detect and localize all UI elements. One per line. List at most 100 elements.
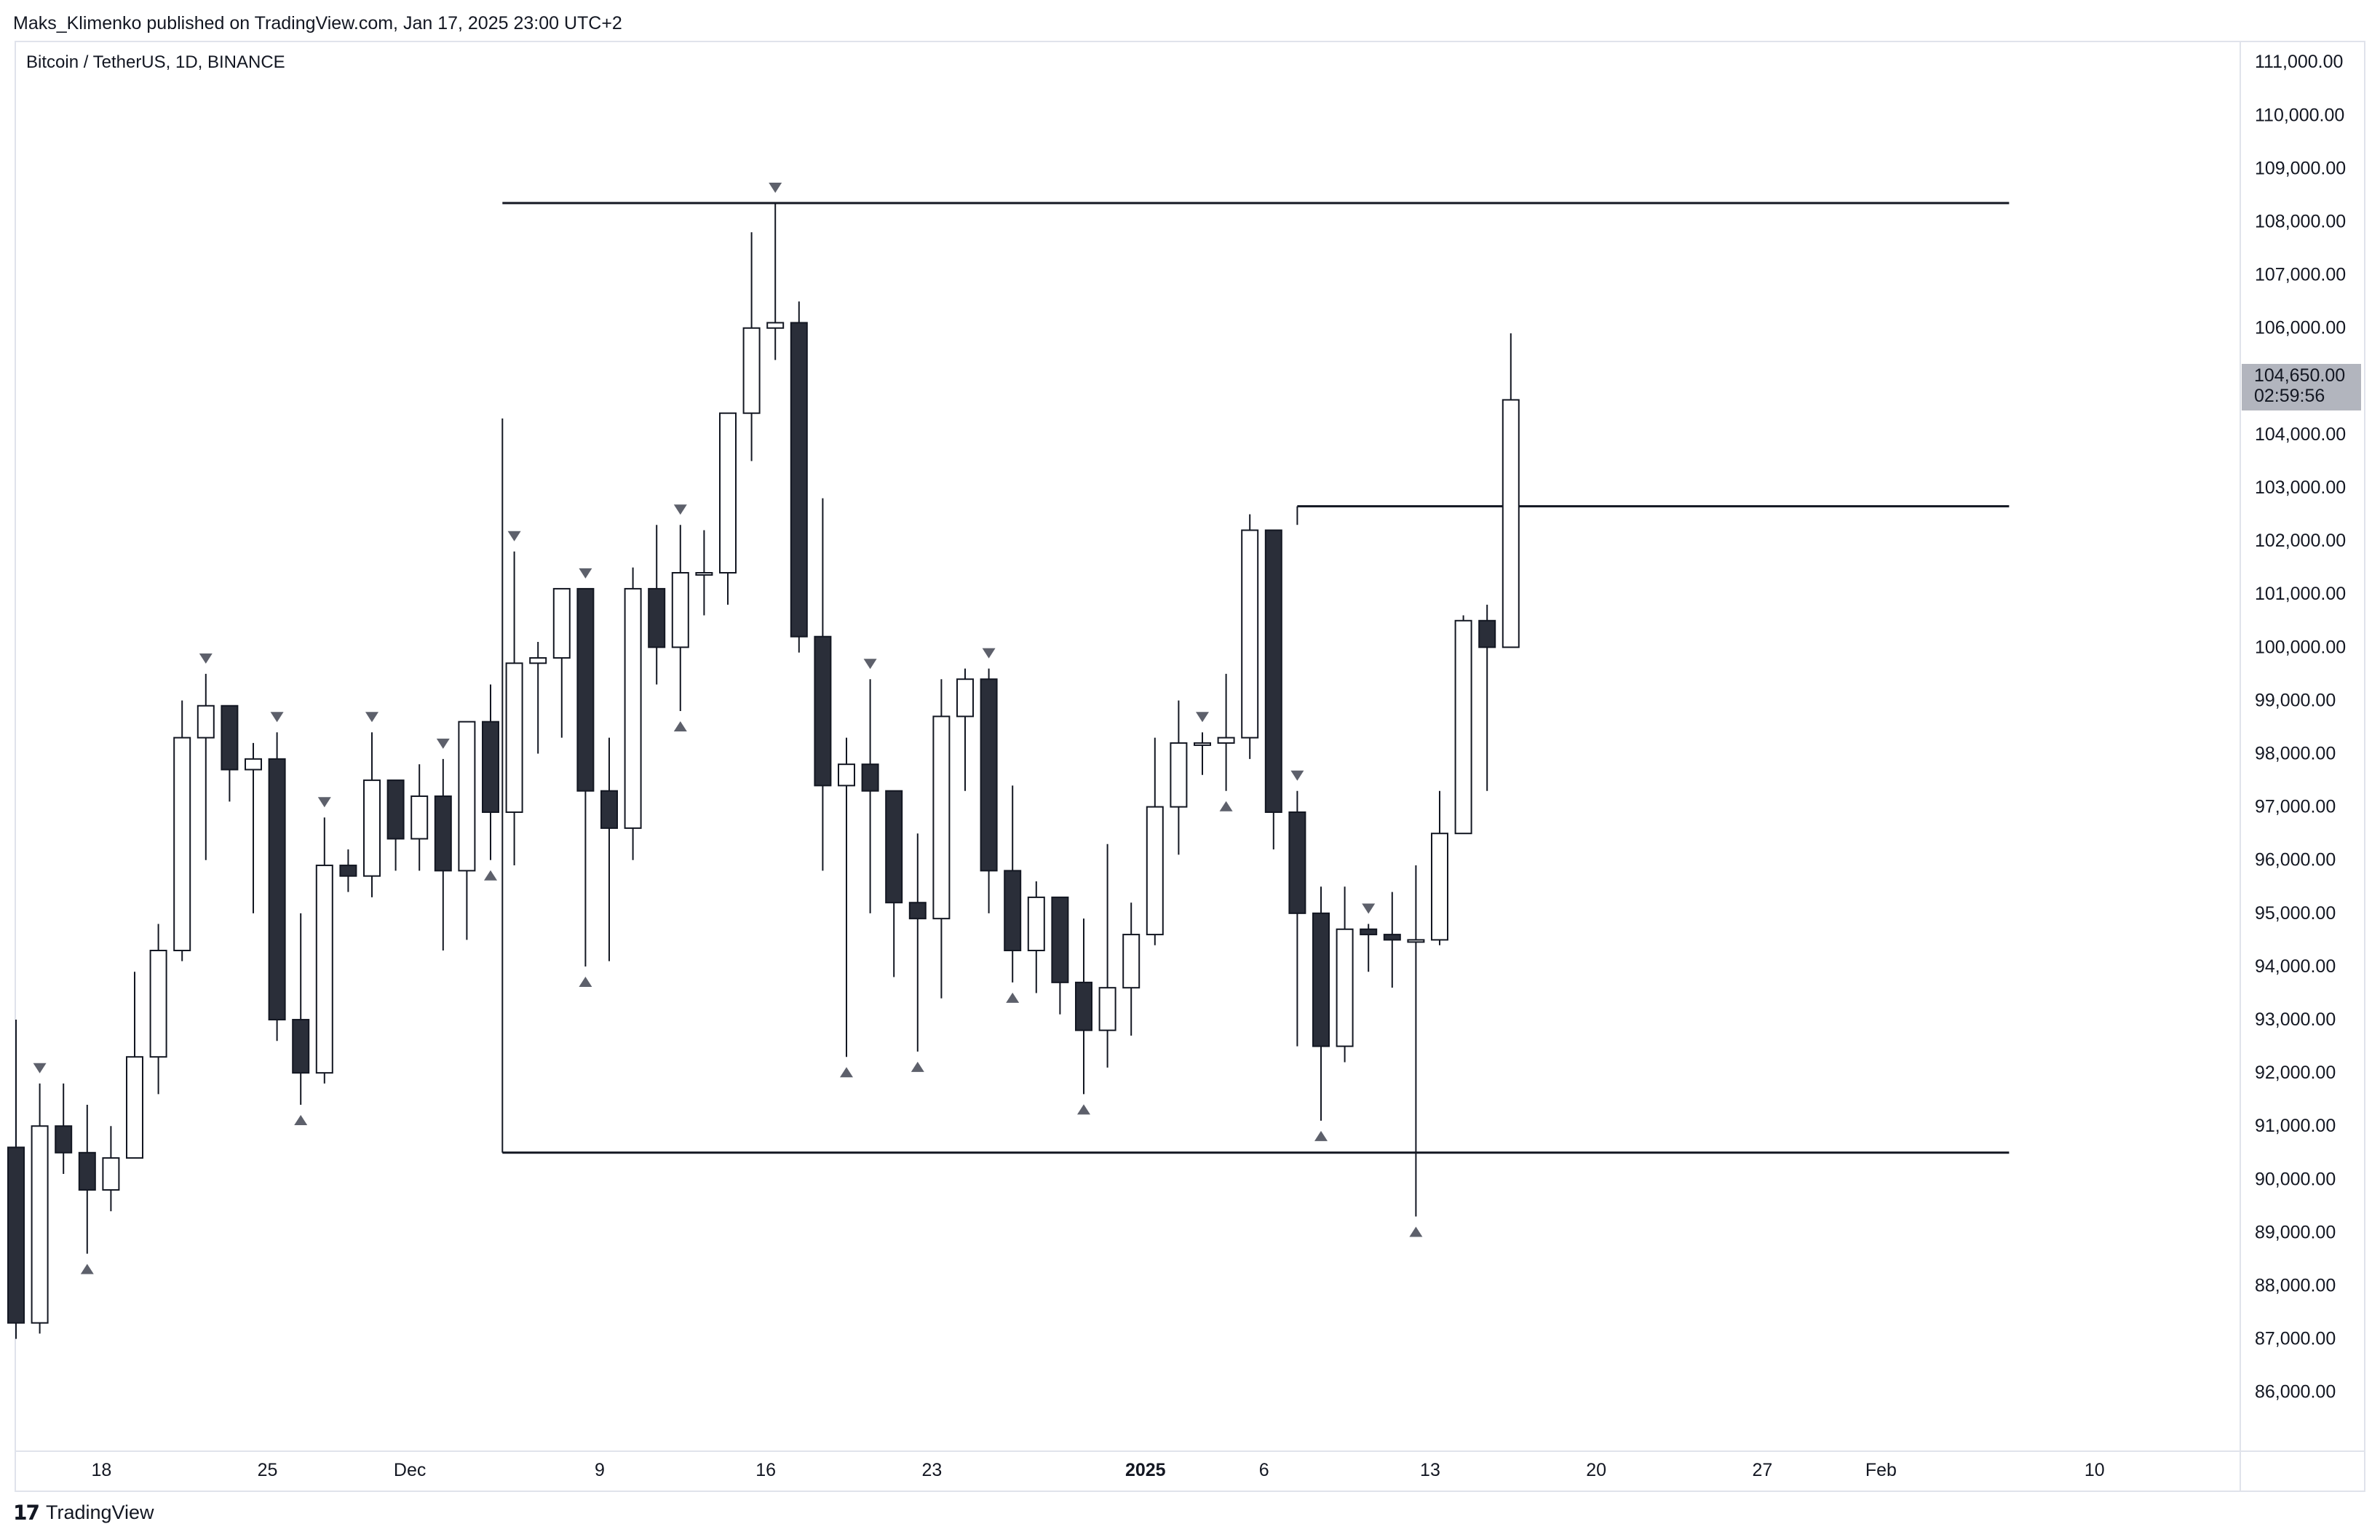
candle-body [102,1157,120,1191]
candle [742,232,761,461]
time-tick-label: 9 [595,1460,605,1480]
candle-body [885,790,903,904]
candle-body [1502,399,1520,648]
candle [1431,790,1448,945]
candle-body [1217,737,1235,744]
candle-body [1264,529,1282,813]
candle-body [1454,619,1472,835]
price-tick-label: 86,000.00 [2255,1382,2336,1402]
price-tick-label: 98,000.00 [2255,744,2336,764]
candle [790,301,808,653]
candle [624,567,642,860]
candle [102,1126,120,1212]
candle [363,732,381,897]
price-tick-label: 90,000.00 [2255,1169,2336,1189]
candle-body [1407,939,1425,943]
time-tick-label: 10 [2085,1460,2105,1480]
candle-body [458,721,476,872]
last-price-label [2242,364,2361,410]
candle-body [671,572,689,648]
candle [197,673,215,860]
tradingview-brand[interactable]: 𝟭𝟳 TradingView [13,1501,154,1525]
candle [339,849,357,892]
candle-body [861,763,879,792]
candle-body [1027,896,1045,952]
candle-body [1431,833,1448,941]
price-tick-label: 97,000.00 [2255,797,2336,817]
price-tick-label: 89,000.00 [2255,1222,2336,1242]
candle-body [197,704,215,739]
candle [1336,886,1354,1063]
level-lines [501,202,2010,1154]
candle-body [1288,811,1306,914]
candle [600,737,618,961]
candle [932,679,951,999]
candle [529,642,547,754]
price-tick-label: 102,000.00 [2255,531,2346,551]
candle-body [1383,934,1401,941]
price-tick-label: 107,000.00 [2255,265,2346,285]
candle [221,704,239,802]
candle [1051,896,1069,1015]
candle-body [339,865,357,877]
price-tick-label: 87,000.00 [2255,1329,2336,1349]
pivot-high-marker [199,653,213,664]
candle [1075,918,1092,1095]
candle [31,1083,49,1334]
candle-body [55,1125,73,1154]
pivot-high-marker [579,568,592,579]
pivot-low-marker [673,721,687,732]
candle [1004,785,1022,983]
candle-body [1312,912,1330,1047]
pivot-high-marker [673,504,687,515]
price-tick-label: 101,000.00 [2255,584,2346,604]
pivot-low-marker [1219,801,1233,811]
candle [1478,604,1496,791]
candle-body [648,587,666,648]
price-tick-label: 108,000.00 [2255,212,2346,232]
candles [7,202,1520,1339]
candle [1098,844,1116,1068]
time-tick-label: Feb [1865,1460,1897,1480]
candle [78,1105,96,1254]
pivot-high-marker [1196,712,1209,723]
candle-body [173,737,191,952]
bar-countdown: 02:59:56 [2254,386,2325,406]
candle [292,913,310,1105]
candle [1170,700,1188,855]
pivot-high-marker [507,531,521,541]
candle-body [505,662,523,813]
candle [1241,514,1259,759]
candle [386,779,405,871]
pivot-markers [33,182,1423,1274]
time-tick-label: 18 [91,1460,111,1480]
symbol-title[interactable]: Bitcoin / TetherUS, 1D, BINANCE [26,52,285,72]
candle [268,732,286,1041]
publish-info: Maks_Klimenko published on TradingView.c… [13,13,622,33]
pivot-low-marker [840,1067,853,1078]
candle-body [576,587,595,792]
price-tick-label: 91,000.00 [2255,1116,2336,1136]
candle [173,700,191,961]
candle [576,587,595,967]
candle-body [1194,742,1211,746]
candle-body [1336,928,1354,1047]
candle-body [482,721,499,813]
pivot-low-marker [1006,992,1020,1003]
candle [695,530,713,616]
candle-body [1478,619,1496,648]
candle-body [742,327,761,414]
candle-body [1051,896,1069,983]
candle [1454,615,1472,835]
candle [7,1020,25,1339]
pivot-low-marker [1077,1104,1090,1115]
price-tick-label: 109,000.00 [2255,158,2346,178]
pivot-low-marker [80,1263,94,1274]
candle [908,833,927,1052]
chart-frame[interactable] [15,41,2365,1492]
candle-body [814,635,832,787]
candle [1217,673,1235,791]
pivot-low-marker [579,976,592,987]
price-tick-label: 93,000.00 [2255,1009,2336,1030]
